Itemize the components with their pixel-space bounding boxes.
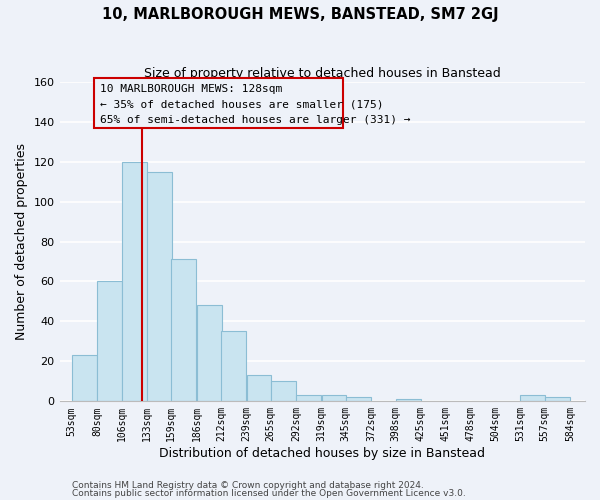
X-axis label: Distribution of detached houses by size in Banstead: Distribution of detached houses by size … [159,447,485,460]
Bar [97,282,122,402]
Bar [147,172,172,402]
Bar [72,356,97,402]
Text: 10 MARLBOROUGH MEWS: 128sqm: 10 MARLBOROUGH MEWS: 128sqm [100,84,282,94]
Bar [296,396,321,402]
FancyBboxPatch shape [94,78,343,128]
Bar [322,396,346,402]
Bar [346,398,371,402]
Title: Size of property relative to detached houses in Banstead: Size of property relative to detached ho… [144,68,500,80]
Y-axis label: Number of detached properties: Number of detached properties [15,143,28,340]
Bar [122,162,146,402]
Bar [271,382,296,402]
Text: 65% of semi-detached houses are larger (331) →: 65% of semi-detached houses are larger (… [100,115,410,125]
Bar [221,332,246,402]
Text: Contains HM Land Registry data © Crown copyright and database right 2024.: Contains HM Land Registry data © Crown c… [72,480,424,490]
Bar [520,396,545,402]
Text: 10, MARLBOROUGH MEWS, BANSTEAD, SM7 2GJ: 10, MARLBOROUGH MEWS, BANSTEAD, SM7 2GJ [101,8,499,22]
Bar [172,260,196,402]
Bar [197,306,221,402]
Bar [545,398,570,402]
Bar [395,400,421,402]
Bar [247,376,271,402]
Text: Contains public sector information licensed under the Open Government Licence v3: Contains public sector information licen… [72,489,466,498]
Text: ← 35% of detached houses are smaller (175): ← 35% of detached houses are smaller (17… [100,100,383,110]
